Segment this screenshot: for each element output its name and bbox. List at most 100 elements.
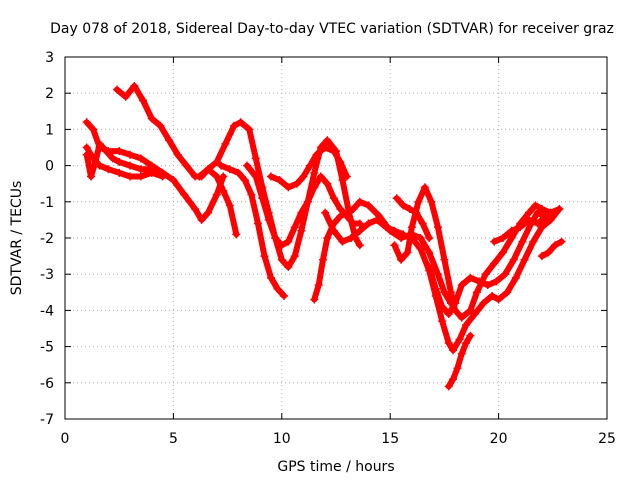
data-point-marker (310, 295, 319, 304)
data-point-marker (407, 223, 416, 232)
data-point-marker (466, 306, 475, 315)
data-point-marker (329, 147, 338, 156)
data-point-marker (457, 349, 466, 358)
data-point-marker (290, 252, 299, 261)
data-point-marker (518, 237, 527, 246)
data-point-marker (266, 172, 275, 181)
series-track-9 (311, 198, 459, 307)
data-point-marker (336, 205, 345, 214)
data-point-marker (260, 252, 269, 261)
data-point-marker (251, 172, 260, 181)
data-point-marker (418, 219, 427, 228)
data-point-marker (414, 197, 423, 206)
data-point-marker (258, 194, 267, 203)
data-point-marker (509, 255, 518, 264)
data-point-marker (230, 121, 239, 130)
data-point-marker (355, 226, 364, 235)
data-point-marker (498, 234, 507, 242)
data-point-marker (336, 157, 345, 166)
series-track-11 (391, 184, 563, 321)
data-point-marker (347, 234, 356, 242)
series-track-16 (539, 238, 565, 260)
data-point-marker (277, 241, 286, 250)
data-point-marker (503, 288, 512, 297)
y-tick-label: -5 (40, 340, 54, 356)
y-tick-label: -6 (40, 376, 54, 392)
data-point-marker (531, 201, 540, 210)
data-point-marker (212, 157, 221, 166)
data-series-group (82, 81, 566, 391)
data-point-marker (524, 208, 533, 217)
data-point-marker (89, 125, 98, 134)
data-point-marker (555, 205, 564, 214)
data-point-marker (427, 197, 436, 206)
data-point-marker (305, 161, 314, 170)
data-point-marker (115, 147, 124, 156)
data-point-marker (511, 273, 520, 282)
data-point-marker (338, 176, 347, 185)
data-point-marker (314, 281, 323, 290)
data-point-marker (498, 248, 507, 257)
data-point-marker (225, 165, 234, 174)
data-point-marker (440, 255, 449, 264)
data-point-marker (247, 190, 256, 199)
data-point-marker (329, 226, 338, 235)
data-point-marker (537, 252, 546, 261)
x-tick-label: 10 (273, 431, 291, 447)
data-point-marker (104, 165, 113, 174)
data-point-marker (533, 219, 542, 228)
data-point-marker (479, 299, 488, 308)
data-point-marker (95, 139, 104, 148)
data-point-marker (165, 136, 174, 145)
data-point-marker (108, 154, 117, 163)
data-point-marker (245, 125, 254, 134)
x-tick-label: 15 (381, 431, 399, 447)
data-point-marker (433, 223, 442, 232)
data-point-marker (297, 226, 306, 235)
data-point-marker (444, 338, 453, 347)
data-point-marker (364, 219, 373, 228)
data-point-marker (407, 234, 416, 242)
data-point-marker (147, 114, 156, 123)
data-point-marker (431, 284, 440, 293)
y-tick-label: -3 (40, 267, 54, 283)
data-point-marker (544, 248, 553, 257)
data-point-marker (232, 230, 241, 239)
data-point-marker (381, 223, 390, 232)
data-point-marker (329, 194, 338, 203)
series-track-8 (268, 144, 350, 191)
y-axis-title: SDTVAR / TECUs (9, 181, 25, 296)
data-point-marker (279, 291, 288, 300)
data-point-marker (102, 147, 111, 156)
data-point-marker (136, 165, 145, 174)
data-point-marker (191, 205, 200, 214)
data-point-marker (240, 176, 249, 185)
data-point-marker (425, 248, 434, 257)
data-point-marker (87, 172, 96, 181)
series-track-17 (393, 195, 433, 241)
data-point-marker (451, 299, 460, 308)
axis-ticks: 0 5 10 15 20 25 -7 -6 -5 -4 -3 -2 -1 0 1 2 3 (40, 50, 616, 447)
data-point-marker (113, 85, 122, 94)
series-track-6 (218, 162, 287, 299)
x-tick-label: 5 (169, 431, 178, 447)
data-point-marker (425, 262, 434, 271)
data-point-marker (483, 281, 492, 290)
data-point-marker (453, 364, 462, 373)
data-point-marker (488, 291, 497, 300)
data-point-marker (266, 273, 275, 282)
data-point-marker (195, 172, 204, 181)
data-point-marker (405, 205, 414, 214)
data-point-marker (433, 270, 442, 279)
series-track-10 (322, 209, 407, 245)
data-point-marker (147, 165, 156, 174)
x-tick-label: 0 (61, 431, 70, 447)
y-tick-label: -2 (40, 231, 54, 247)
data-point-marker (303, 197, 312, 206)
y-tick-label: -4 (40, 303, 54, 319)
data-point-marker (284, 183, 293, 192)
data-point-marker (121, 92, 130, 101)
data-point-marker (520, 255, 529, 264)
data-point-marker (550, 241, 559, 250)
data-point-marker (466, 273, 475, 282)
